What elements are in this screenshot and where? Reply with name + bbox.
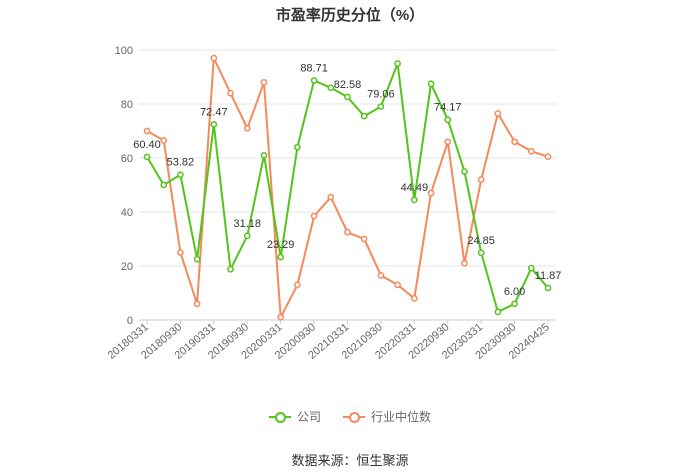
data-label: 79.06 — [367, 89, 395, 101]
data-label: 44.49 — [401, 182, 429, 194]
data-point-1 — [260, 79, 268, 86]
data-labels: 60.40 53.82 72.47 31.18 23.29 88.71 82.58 79.06… — [133, 62, 561, 297]
data-label: 82.58 — [334, 79, 362, 91]
series-line-0 — [146, 62, 549, 313]
data-point-0 — [327, 84, 335, 92]
data-point-1 — [527, 147, 535, 155]
data-point-1 — [227, 89, 234, 97]
data-point-1 — [394, 281, 401, 289]
data-point-1 — [444, 138, 452, 146]
data-point-1 — [511, 138, 518, 146]
y-tick-label: 0 — [127, 315, 133, 327]
data-point-1 — [327, 193, 335, 201]
data-point-1 — [294, 281, 301, 289]
data-point-1 — [193, 300, 201, 308]
data-point-0 — [461, 168, 468, 175]
data-point-0 — [310, 77, 318, 84]
data-label: 88.71 — [300, 62, 328, 74]
data-point-1 — [427, 189, 435, 197]
data-point-1 — [344, 228, 351, 236]
data-point-1 — [243, 124, 251, 132]
data-point-0 — [394, 60, 401, 67]
data-label: 72.47 — [200, 106, 228, 118]
series-lines — [143, 54, 552, 321]
data-point-1 — [277, 313, 285, 321]
data-point-0 — [243, 232, 251, 240]
y-tick-label: 20 — [121, 261, 133, 273]
data-point-0 — [377, 103, 385, 110]
data-label: 11.87 — [535, 270, 562, 282]
data-label: 31.18 — [233, 218, 261, 230]
source-note: 数据来源：恒生聚源 — [291, 453, 409, 468]
data-label: 6.00 — [504, 286, 525, 298]
data-point-0 — [160, 181, 168, 189]
data-point-0 — [527, 264, 535, 272]
data-point-1 — [377, 272, 385, 279]
data-point-0 — [427, 80, 435, 88]
data-point-0 — [294, 143, 301, 151]
y-tick-label: 40 — [121, 207, 133, 219]
legend-label-industry-median: 行业中位数 — [371, 410, 432, 424]
legend-swatch-industry-median — [343, 411, 365, 423]
data-point-0 — [544, 284, 552, 292]
data-label: 60.40 — [133, 139, 161, 151]
data-point-1 — [143, 127, 151, 135]
legend: 公司 行业中位数 — [0, 408, 700, 425]
data-point-1 — [160, 137, 168, 144]
data-point-0 — [494, 308, 502, 316]
data-point-1 — [177, 249, 184, 256]
data-point-1 — [494, 110, 502, 117]
data-label: 24.85 — [467, 235, 495, 247]
data-point-1 — [477, 176, 485, 183]
data-point-0 — [193, 255, 201, 263]
data-point-0 — [227, 265, 234, 273]
data-point-0 — [360, 112, 368, 120]
data-point-0 — [210, 120, 218, 128]
data-point-1 — [310, 212, 318, 220]
data-point-1 — [410, 295, 418, 302]
data-label: 23.29 — [267, 239, 295, 251]
legend-item-company[interactable]: 公司 — [268, 408, 321, 425]
y-tick-label: 60 — [121, 153, 133, 165]
data-point-0 — [260, 151, 268, 159]
legend-swatch-company — [268, 411, 291, 423]
legend-label-company: 公司 — [296, 410, 321, 424]
data-point-0 — [511, 300, 518, 308]
y-tick-label: 100 — [115, 45, 133, 57]
data-point-0 — [277, 253, 285, 261]
data-point-0 — [477, 249, 485, 257]
y-tick-label: 80 — [121, 99, 133, 111]
data-label: 53.82 — [167, 157, 195, 169]
data-point-0 — [410, 196, 418, 204]
data-point-0 — [177, 171, 184, 179]
data-label: 74.17 — [434, 102, 462, 114]
chart-title: 市盈率历史分位（%） — [275, 7, 425, 24]
data-point-1 — [360, 235, 368, 243]
data-point-1 — [210, 54, 218, 62]
data-point-1 — [544, 153, 552, 160]
data-point-0 — [143, 153, 151, 161]
data-point-1 — [461, 259, 468, 267]
legend-item-industry-median[interactable]: 行业中位数 — [343, 408, 431, 425]
data-point-0 — [344, 93, 351, 101]
data-point-0 — [444, 116, 452, 124]
